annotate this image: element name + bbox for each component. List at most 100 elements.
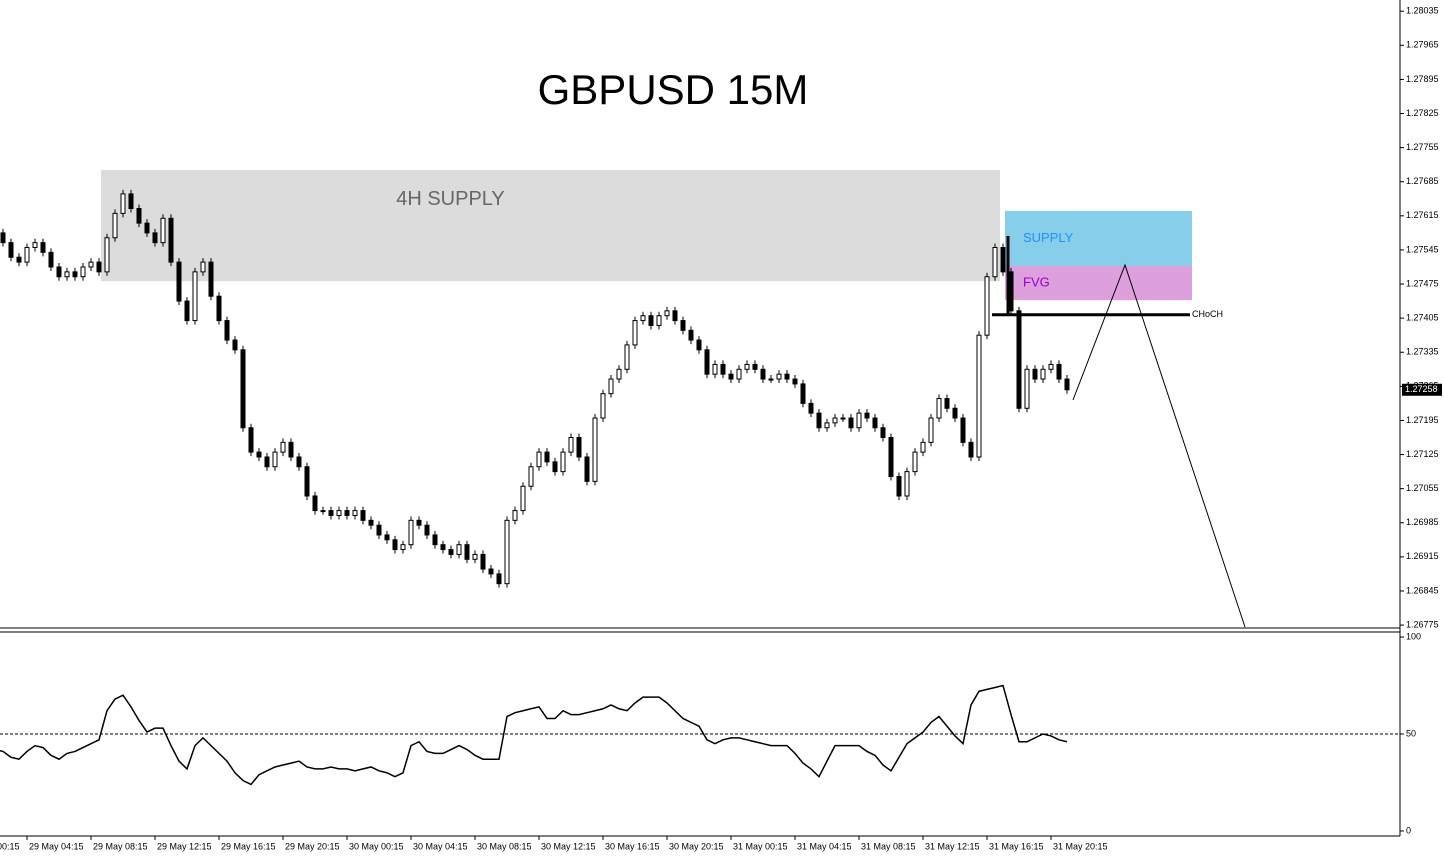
candle [792,378,798,385]
candle [64,271,70,278]
candle [144,222,150,234]
candle [584,456,590,482]
x-tick-label: 31 May 04:15 [797,841,852,851]
candle [616,368,622,380]
candle [56,266,62,278]
candle [336,510,342,516]
zone [101,170,1000,282]
candle [912,451,918,473]
candle [80,266,86,278]
candle [528,466,534,487]
candle [368,519,374,526]
candle [384,534,390,541]
candle [192,271,198,322]
candle [480,553,486,570]
candle [624,344,630,370]
zone-label: 4H SUPPLY [396,188,505,210]
candle [904,471,910,497]
candle [632,320,638,346]
candle [952,407,958,419]
candle [456,544,462,555]
candle [1048,363,1054,370]
candle [656,315,662,326]
candle [1016,310,1022,409]
x-tick-label: 30 May 04:15 [413,841,468,851]
candle [600,393,606,419]
candle [304,466,310,497]
candle [968,441,974,458]
x-tick-label: 30 May 16:15 [605,841,660,851]
candle [0,232,6,244]
zone-label: SUPPLY [1023,230,1074,245]
candle [288,441,294,458]
candle [376,524,382,536]
candle [1032,368,1038,380]
candle [320,510,326,513]
candle [136,208,142,224]
candle [992,246,998,278]
candle [248,427,254,453]
candle [840,417,846,420]
y-tick-label: 1.27125 [1406,449,1439,459]
x-tick-label: 29 May 12:15 [157,841,212,851]
candle [1064,378,1070,391]
candle [504,519,510,585]
candle [960,417,966,443]
y-tick-label: 100 [1406,631,1421,641]
candle [712,363,718,375]
candle [544,451,550,463]
candle [752,363,758,370]
candle [872,417,878,429]
candle [640,315,646,322]
y-tick-label: 1.27475 [1406,278,1439,288]
candle [208,261,214,297]
candle [152,232,158,244]
x-tick-label: 29 May 20:15 [285,841,340,851]
price-pane: 4H SUPPLY SUPPLY FVG [0,170,1192,588]
candle [856,412,862,429]
y-tick-label: 1.27755 [1406,142,1439,152]
current-price-label: 1.27258 [1405,384,1438,394]
candle [128,193,134,210]
candle [1008,271,1014,312]
candle [608,378,614,395]
candle [720,363,726,375]
candle [32,242,38,248]
candle [440,544,446,551]
x-tick-label: 30 May 12:15 [541,841,596,851]
candle [1000,246,1006,273]
candle [432,534,438,546]
candle [184,300,190,322]
y-tick-label: 1.26985 [1406,517,1439,527]
candle [16,256,22,263]
candle [672,310,678,322]
candle [744,363,750,370]
candle [880,427,886,439]
x-tick-label: 31 May 20:15 [1053,841,1108,851]
x-tick-label: 29 May 16:15 [221,841,276,851]
chart-title: GBPUSD 15M [538,66,809,113]
candle [576,437,582,458]
candle [272,451,278,468]
candle [392,539,398,551]
candle [296,456,302,468]
candle [168,217,174,263]
candle [88,261,94,268]
candle [240,349,246,429]
y-tick-label: 0 [1406,825,1411,835]
candle [200,261,206,273]
candle [256,451,262,458]
candle [344,510,350,516]
x-tick-label: 30 May 08:15 [477,841,532,851]
y-tick-label: 1.26845 [1406,585,1439,595]
x-tick-label: 29 May 04:15 [29,841,84,851]
candle [448,549,454,555]
y-tick-label: 1.27055 [1406,483,1439,493]
candle [984,276,990,336]
x-tick-label: 31 May 12:15 [925,841,980,851]
candle [696,339,702,351]
candle [264,456,270,468]
candle [224,320,230,341]
